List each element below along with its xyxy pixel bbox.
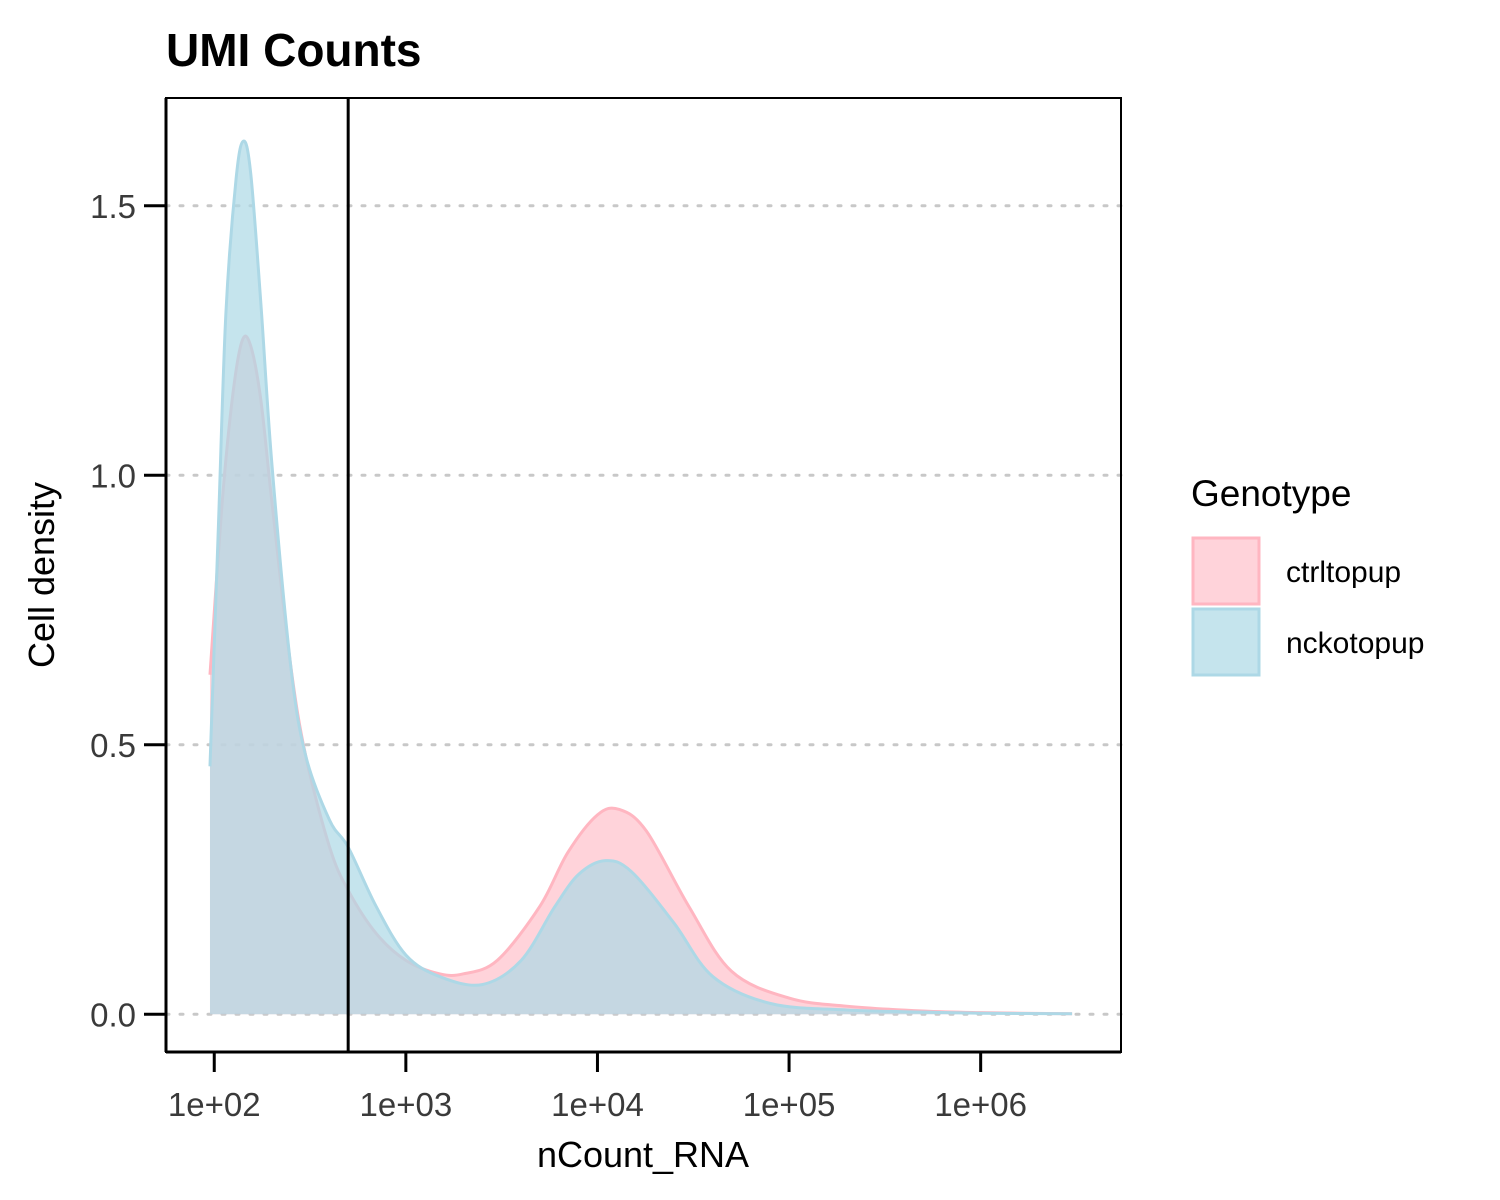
- y-tick-label: 1.0: [90, 457, 136, 494]
- x-tick-label: 1e+02: [168, 1086, 261, 1123]
- legend-label-ctrltopup: ctrltopup: [1286, 556, 1401, 589]
- x-tick-label: 1e+05: [743, 1086, 836, 1123]
- legend: Genotype ctrltopup nckotopup: [1191, 473, 1424, 677]
- density-areas: [208, 139, 1073, 1016]
- legend-label-nckotopup: nckotopup: [1286, 627, 1424, 660]
- density-area-nckotopup: [209, 141, 1073, 1015]
- x-axis: 1e+02 1e+03 1e+04 1e+05 1e+06: [166, 1050, 1121, 1123]
- y-tick-label: 0.0: [90, 996, 136, 1033]
- y-tick-label: 1.5: [90, 188, 136, 225]
- chart-title: UMI Counts: [166, 24, 422, 76]
- x-tick-label: 1e+03: [360, 1086, 453, 1123]
- legend-key-nckotopup: [1191, 607, 1261, 677]
- x-tick-label: 1e+06: [934, 1086, 1027, 1123]
- y-axis: 0.0 0.5 1.0 1.5: [90, 98, 168, 1052]
- density-line-nckotopup: [208, 139, 1073, 1016]
- x-tick-label: 1e+04: [551, 1086, 644, 1123]
- y-tick-label: 0.5: [90, 727, 136, 764]
- y-axis-title: Cell density: [21, 482, 62, 668]
- x-axis-title: nCount_RNA: [537, 1134, 749, 1175]
- legend-title: Genotype: [1191, 473, 1351, 514]
- legend-key-ctrltopup: [1191, 536, 1261, 606]
